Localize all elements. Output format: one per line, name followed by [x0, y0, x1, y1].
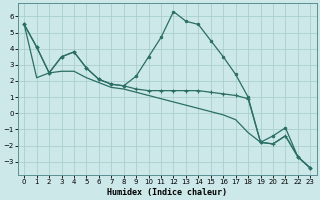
X-axis label: Humidex (Indice chaleur): Humidex (Indice chaleur): [107, 188, 227, 197]
